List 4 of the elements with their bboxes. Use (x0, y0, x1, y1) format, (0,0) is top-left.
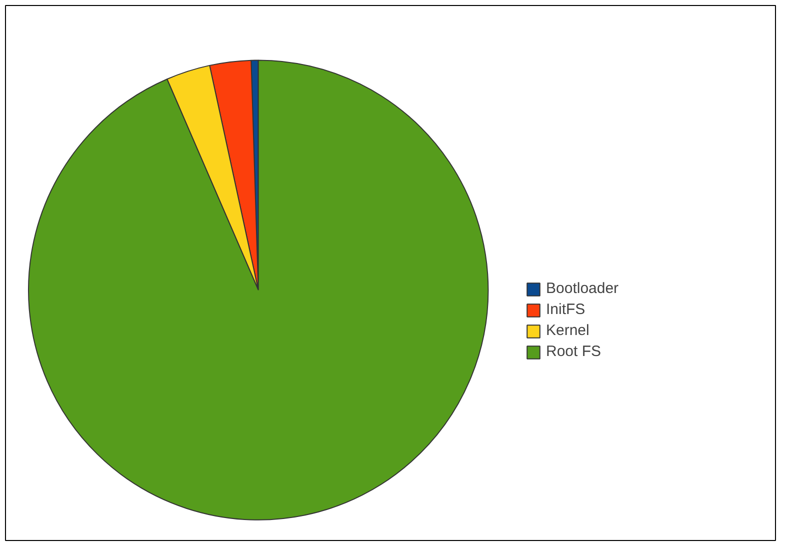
legend-label: Root FS (546, 343, 602, 360)
legend-label: Kernel (546, 322, 590, 339)
legend-label: Bootloader (546, 280, 619, 297)
legend-label: InitFS (546, 301, 586, 318)
